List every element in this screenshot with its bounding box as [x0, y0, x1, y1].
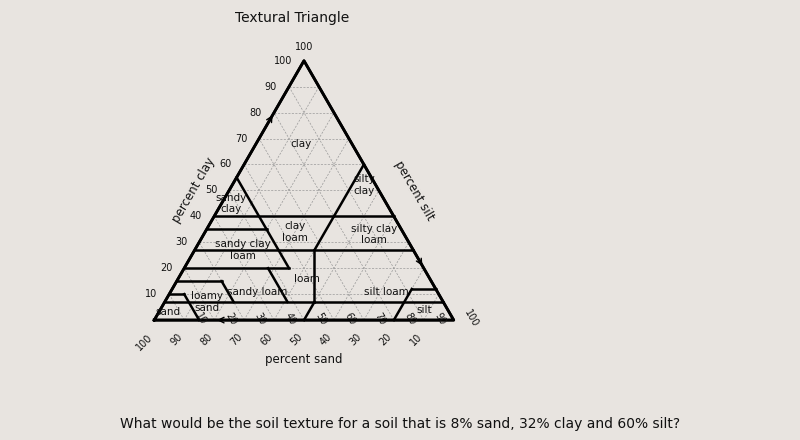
Text: sandy
clay: sandy clay	[215, 193, 246, 214]
Text: 40: 40	[190, 211, 202, 221]
Text: clay
loam: clay loam	[282, 221, 308, 243]
Text: What would be the soil texture for a soil that is 8% sand, 32% clay and 60% silt: What would be the soil texture for a soi…	[120, 417, 680, 431]
Text: 60: 60	[258, 332, 274, 348]
Text: percent sand: percent sand	[266, 353, 342, 366]
Text: silty
clay: silty clay	[353, 174, 374, 196]
Text: 100: 100	[134, 332, 154, 352]
Text: 30: 30	[253, 311, 268, 326]
Text: loam: loam	[294, 274, 320, 284]
Text: silt: silt	[416, 305, 431, 315]
Text: 20: 20	[223, 311, 238, 326]
Text: silty clay
loam: silty clay loam	[351, 224, 398, 246]
Text: percent clay: percent clay	[170, 155, 217, 225]
Text: 50: 50	[205, 185, 217, 195]
Text: clay: clay	[290, 139, 312, 149]
Text: 80: 80	[198, 332, 214, 348]
Text: 10: 10	[193, 311, 208, 326]
Text: 90: 90	[265, 82, 277, 92]
Text: sand: sand	[155, 307, 180, 317]
Text: 100: 100	[462, 308, 481, 329]
Text: 70: 70	[373, 311, 388, 326]
Text: sandy clay
loam: sandy clay loam	[214, 239, 270, 261]
Text: 50: 50	[313, 311, 328, 326]
Text: 80: 80	[250, 108, 262, 117]
Text: 60: 60	[220, 159, 232, 169]
Text: 70: 70	[234, 134, 247, 143]
Text: 100: 100	[294, 42, 313, 52]
Text: 70: 70	[228, 332, 244, 348]
Text: 20: 20	[378, 332, 394, 348]
Text: 90: 90	[169, 332, 184, 348]
Text: percent silt: percent silt	[393, 158, 437, 223]
Title: Textural Triangle: Textural Triangle	[235, 11, 349, 26]
Text: 100: 100	[274, 56, 292, 66]
Text: silt loam: silt loam	[364, 286, 409, 297]
Text: 10: 10	[145, 289, 158, 299]
Text: 90: 90	[433, 311, 447, 326]
Text: 20: 20	[160, 263, 172, 273]
Text: loamy
sand: loamy sand	[190, 291, 222, 313]
Text: 10: 10	[408, 332, 424, 348]
Text: 30: 30	[175, 237, 187, 247]
Text: 80: 80	[403, 311, 418, 326]
Text: 40: 40	[283, 311, 298, 326]
Text: 60: 60	[343, 311, 358, 326]
Text: 40: 40	[318, 332, 334, 348]
Text: 50: 50	[288, 332, 304, 348]
Text: 30: 30	[348, 332, 364, 348]
Text: sandy loam: sandy loam	[227, 286, 288, 297]
